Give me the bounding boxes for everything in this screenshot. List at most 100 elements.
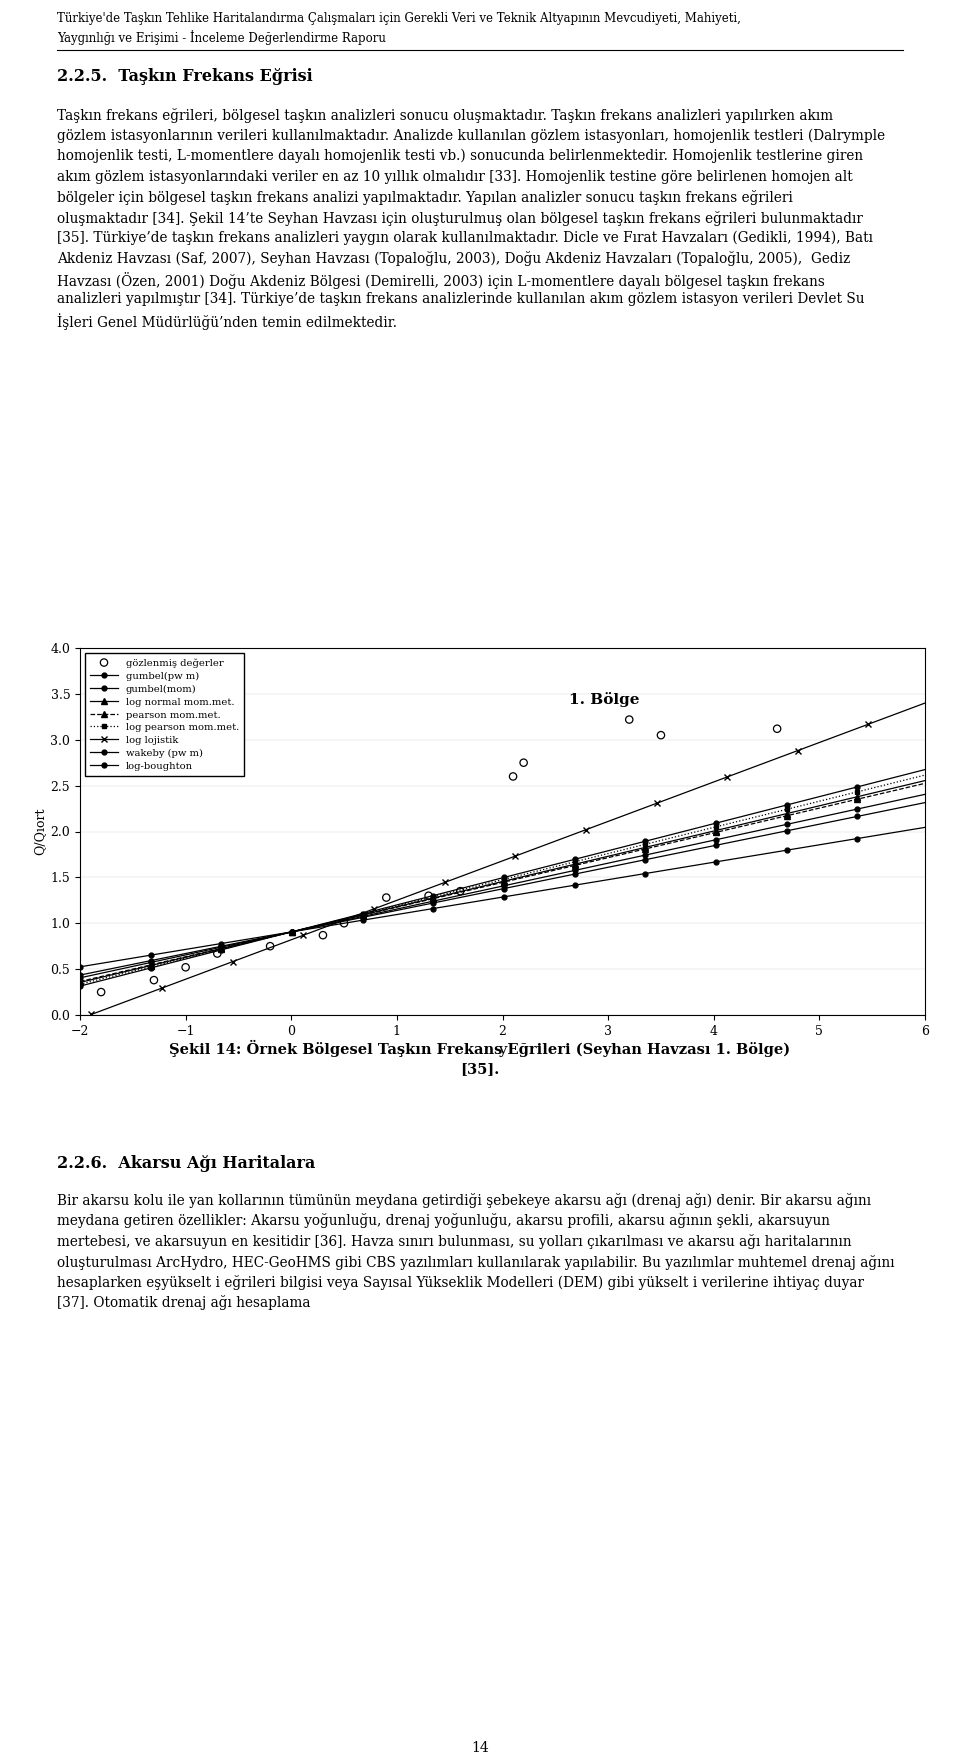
pearson mom.met. [577, 852, 588, 873]
Y-axis label: Q/Qıort: Q/Qıort [34, 808, 46, 856]
gözlenmiş değerler [209, 939, 225, 967]
log lojistik [914, 694, 925, 715]
gumbel(mom) [577, 858, 588, 879]
gumbel(pw m) [574, 847, 586, 868]
pearson mom.met. [591, 849, 603, 870]
Line: wakeby (pw m): wakeby (pw m) [78, 799, 927, 977]
gumbel(mom) [574, 859, 586, 880]
log pearson mom.met. [74, 974, 85, 995]
log-boughton [786, 838, 798, 859]
wakeby (pw m) [74, 965, 85, 986]
log-boughton [577, 873, 588, 895]
pearson mom.met. [74, 970, 85, 991]
Text: Şekil 14: Örnek Bölgesel Taşkın Frekans Eğrileri (Seyhan Havzası 1. Bölge): Şekil 14: Örnek Bölgesel Taşkın Frekans … [169, 1041, 791, 1057]
log normal mom.met. [786, 801, 798, 822]
Line: gumbel(mom): gumbel(mom) [78, 792, 927, 981]
gözlenmiş değerler [178, 953, 193, 981]
log lojistik [85, 1004, 97, 1025]
pearson mom.met. [574, 854, 586, 875]
log lojistik [154, 979, 165, 1000]
wakeby (pw m) [574, 863, 586, 884]
log lojistik [812, 733, 824, 754]
Text: Yaygınlığı ve Erişimi - İnceleme Değerlendirme Raporu: Yaygınlığı ve Erişimi - İnceleme Değerle… [57, 30, 386, 46]
Line: log normal mom.met.: log normal mom.met. [77, 778, 927, 984]
Text: [35]. Türkiye’de taşkın frekans analizleri yaygın olarak kullanılmaktadır. Dicle: [35]. Türkiye’de taşkın frekans analizle… [57, 231, 873, 245]
log pearson mom.met. [786, 798, 798, 819]
log-boughton [77, 956, 88, 977]
gumbel(pw m) [840, 780, 852, 801]
log normal mom.met. [840, 789, 852, 810]
pearson mom.met. [920, 773, 931, 794]
Text: 1. Bölge: 1. Bölge [568, 692, 639, 706]
log normal mom.met. [591, 849, 603, 870]
log normal mom.met. [577, 852, 588, 873]
gumbel(pw m) [920, 759, 931, 780]
Text: [35].: [35]. [461, 1062, 499, 1076]
Text: Bir akarsu kolu ile yan kollarının tümünün meydana getirdiği şebekeye akarsu ağı: Bir akarsu kolu ile yan kollarının tümün… [57, 1192, 871, 1208]
gumbel(mom) [77, 967, 88, 988]
gözlenmiş değerler [315, 921, 330, 949]
Text: oluşturulması ArcHydro, HEC-GeoHMS gibi CBS yazılımları kullanılarak yapılabilir: oluşturulması ArcHydro, HEC-GeoHMS gibi … [57, 1254, 895, 1270]
wakeby (pw m) [591, 859, 603, 880]
log-boughton [920, 817, 931, 838]
Text: [37]. Otomatik drenaj ağı hesaplama: [37]. Otomatik drenaj ağı hesaplama [57, 1296, 310, 1310]
log pearson mom.met. [574, 851, 586, 872]
pearson mom.met. [840, 791, 852, 812]
gumbel(mom) [786, 812, 798, 833]
Text: oluşmaktadır [34]. Şekil 14’te Seyhan Havzası için oluşturulmuş olan bölgesel ta: oluşmaktadır [34]. Şekil 14’te Seyhan Ha… [57, 211, 863, 225]
Text: 2.2.6.  Akarsu Ağı Haritalara: 2.2.6. Akarsu Ağı Haritalara [57, 1155, 316, 1173]
gözlenmiş değerler [653, 720, 668, 748]
log-boughton [591, 872, 603, 893]
Text: 14: 14 [471, 1742, 489, 1756]
Text: Taşkın frekans eğrileri, bölgesel taşkın analizleri sonucu oluşmaktadır. Taşkın : Taşkın frekans eğrileri, bölgesel taşkın… [57, 107, 833, 123]
gözlenmiş değerler [770, 715, 785, 743]
Text: Akdeniz Havzası (Saf, 2007), Seyhan Havzası (Topaloğlu, 2003), Doğu Akdeniz Havz: Akdeniz Havzası (Saf, 2007), Seyhan Havz… [57, 252, 851, 266]
Text: Türkiye'de Taşkın Tehlike Haritalandırma Çalışmaları için Gerekli Veri ve Teknik: Türkiye'de Taşkın Tehlike Haritalandırma… [57, 12, 741, 25]
gumbel(pw m) [591, 844, 603, 865]
Line: log lojistik: log lojistik [87, 699, 928, 1018]
log normal mom.met. [574, 852, 586, 873]
log normal mom.met. [77, 970, 88, 991]
wakeby (pw m) [77, 963, 88, 984]
gözlenmiş değerler [452, 877, 468, 905]
Line: pearson mom.met.: pearson mom.met. [77, 780, 927, 984]
log normal mom.met. [920, 770, 931, 791]
gözlenmiş değerler [378, 884, 394, 912]
gumbel(mom) [920, 784, 931, 805]
log-boughton [840, 829, 852, 851]
X-axis label: y: y [498, 1043, 507, 1057]
Text: meydana getiren özellikler: Akarsu yoğunluğu, drenaj yoğunluğu, akarsu profili, : meydana getiren özellikler: Akarsu yoğun… [57, 1213, 830, 1229]
Text: homojenlik testi, L-momentlere dayalı homojenlik testi vb.) sonucunda belirlenme: homojenlik testi, L-momentlere dayalı ho… [57, 150, 863, 164]
log lojistik [625, 803, 636, 824]
Line: log pearson mom.met.: log pearson mom.met. [78, 773, 927, 986]
log pearson mom.met. [577, 849, 588, 870]
Text: İşleri Genel Müdürlüğü’nden temin edilmektedir.: İşleri Genel Müdürlüğü’nden temin edilme… [57, 313, 397, 329]
gözlenmiş değerler [621, 706, 636, 734]
gumbel(pw m) [74, 976, 85, 997]
pearson mom.met. [786, 805, 798, 826]
Text: akım gözlem istasyonlarındaki veriler en az 10 yıllık olmalıdır [33]. Homojenlik: akım gözlem istasyonlarındaki veriler en… [57, 169, 852, 183]
gumbel(mom) [840, 801, 852, 822]
gumbel(mom) [74, 967, 85, 988]
log lojistik [453, 866, 465, 888]
Text: mertebesi, ve akarsuyun en kesitidir [36]. Havza sınırı bulunması, su yolları çı: mertebesi, ve akarsuyun en kesitidir [36… [57, 1234, 852, 1249]
Legend: gözlenmiş değerler, gumbel(pw m), gumbel(mom), log normal mom.met., pearson mom.: gözlenmiş değerler, gumbel(pw m), gumbel… [85, 653, 244, 777]
gözlenmiş değerler [262, 932, 277, 960]
log pearson mom.met. [920, 764, 931, 785]
log-boughton [74, 956, 85, 977]
gözlenmiş değerler [336, 909, 351, 937]
gumbel(pw m) [77, 976, 88, 997]
gözlenmiş değerler [146, 967, 161, 995]
wakeby (pw m) [786, 819, 798, 840]
Text: analizleri yapılmıştır [34]. Türkiye’de taşkın frekans analizlerinde kullanılan : analizleri yapılmıştır [34]. Türkiye’de … [57, 292, 865, 306]
log lojistik [920, 692, 931, 713]
Text: hesaplarken eşyükselt i eğrileri bilgisi veya Sayısal Yükseklik Modelleri (DEM) : hesaplarken eşyükselt i eğrileri bilgisi… [57, 1275, 864, 1291]
wakeby (pw m) [577, 861, 588, 882]
wakeby (pw m) [920, 792, 931, 814]
Text: Havzası (Özen, 2001) Doğu Akdeniz Bölgesi (Demirelli, 2003) için L-momentlere da: Havzası (Özen, 2001) Doğu Akdeniz Bölges… [57, 271, 825, 289]
Text: bölgeler için bölgesel taşkın frekans analizi yapılmaktadır. Yapılan analizler s: bölgeler için bölgesel taşkın frekans an… [57, 190, 793, 204]
log-boughton [574, 873, 586, 895]
gözlenmiş değerler [93, 977, 108, 1006]
log pearson mom.met. [77, 974, 88, 995]
Text: 2.2.5.  Taşkın Frekans Eğrisi: 2.2.5. Taşkın Frekans Eğrisi [57, 69, 313, 85]
